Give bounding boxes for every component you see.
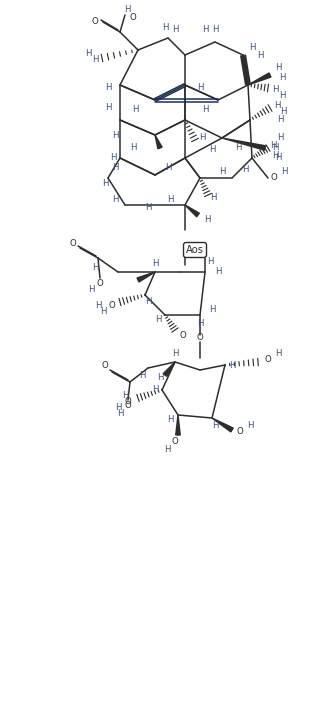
Text: H: H	[162, 23, 168, 33]
Text: H: H	[110, 154, 116, 162]
Text: H: H	[112, 164, 118, 172]
Text: H: H	[88, 286, 94, 295]
Polygon shape	[155, 135, 162, 149]
Text: H: H	[95, 300, 101, 310]
Polygon shape	[185, 205, 199, 216]
Text: H: H	[215, 268, 221, 276]
Text: H: H	[202, 26, 208, 34]
Text: O: O	[125, 402, 132, 411]
Text: H: H	[92, 56, 98, 65]
Text: H: H	[204, 216, 210, 224]
Text: H: H	[115, 404, 121, 412]
Text: H: H	[209, 145, 215, 155]
Text: O: O	[109, 300, 115, 310]
Text: H: H	[124, 6, 130, 14]
Text: H: H	[197, 318, 203, 328]
Text: H: H	[112, 130, 118, 140]
Text: H: H	[249, 43, 255, 51]
Text: Aos: Aos	[186, 245, 204, 255]
Text: H: H	[280, 108, 286, 117]
Text: O: O	[179, 330, 186, 340]
Text: H: H	[272, 144, 278, 152]
Text: H: H	[197, 83, 203, 93]
Polygon shape	[137, 272, 155, 282]
Text: H: H	[145, 298, 151, 306]
Text: H: H	[152, 385, 158, 394]
Text: H: H	[100, 308, 106, 317]
Text: H: H	[275, 350, 281, 359]
Text: H: H	[235, 144, 241, 152]
Text: O: O	[92, 18, 98, 26]
Text: H: H	[207, 258, 213, 266]
Text: O: O	[102, 362, 108, 370]
Text: H: H	[229, 360, 235, 370]
Text: H: H	[275, 154, 281, 162]
Text: H: H	[172, 26, 178, 34]
Text: H: H	[117, 409, 123, 417]
Text: H: H	[212, 421, 218, 429]
Text: O: O	[271, 174, 277, 182]
Text: H: H	[275, 63, 281, 73]
Text: H: H	[202, 105, 208, 115]
Text: H: H	[132, 105, 138, 115]
Text: H: H	[157, 374, 163, 382]
Text: H: H	[164, 444, 170, 454]
Text: H: H	[257, 51, 263, 60]
Text: H: H	[122, 390, 128, 399]
Text: O: O	[265, 355, 271, 365]
Polygon shape	[222, 138, 265, 150]
Text: O: O	[97, 280, 103, 288]
Text: H: H	[247, 421, 253, 429]
Text: H: H	[145, 204, 151, 212]
Text: O: O	[125, 397, 132, 407]
Text: A​os: A​os	[186, 246, 203, 254]
Text: H: H	[105, 103, 111, 112]
Text: H: H	[139, 370, 145, 379]
Text: H: H	[167, 416, 173, 424]
Text: H: H	[130, 144, 136, 152]
Polygon shape	[248, 73, 271, 85]
Polygon shape	[163, 362, 175, 377]
Text: O: O	[196, 333, 203, 342]
Text: H: H	[279, 90, 285, 100]
Text: H: H	[167, 196, 173, 204]
Text: H: H	[272, 150, 278, 159]
Text: H: H	[152, 258, 158, 268]
Text: H: H	[105, 83, 111, 93]
Text: H: H	[102, 179, 108, 187]
Text: H: H	[155, 315, 161, 325]
Text: H: H	[209, 305, 215, 315]
Text: H: H	[199, 134, 205, 142]
Text: H: H	[219, 167, 225, 177]
Text: H: H	[277, 115, 283, 125]
Text: H: H	[281, 167, 287, 177]
Text: H: H	[210, 194, 216, 202]
Text: H: H	[165, 164, 171, 172]
Polygon shape	[176, 415, 180, 435]
Text: H: H	[242, 165, 248, 174]
Text: H: H	[172, 348, 178, 357]
Text: H: H	[272, 85, 278, 95]
Text: H: H	[270, 140, 276, 150]
Text: H: H	[85, 48, 91, 58]
Text: O: O	[171, 437, 178, 446]
Text: H: H	[277, 134, 283, 142]
Text: O: O	[130, 14, 137, 23]
Text: O: O	[70, 239, 76, 248]
Text: H: H	[274, 100, 280, 110]
Text: H: H	[92, 263, 98, 271]
Text: O: O	[237, 427, 243, 436]
Text: H: H	[112, 196, 118, 204]
Text: H: H	[279, 73, 285, 83]
Text: H: H	[212, 26, 218, 34]
Polygon shape	[212, 418, 233, 432]
